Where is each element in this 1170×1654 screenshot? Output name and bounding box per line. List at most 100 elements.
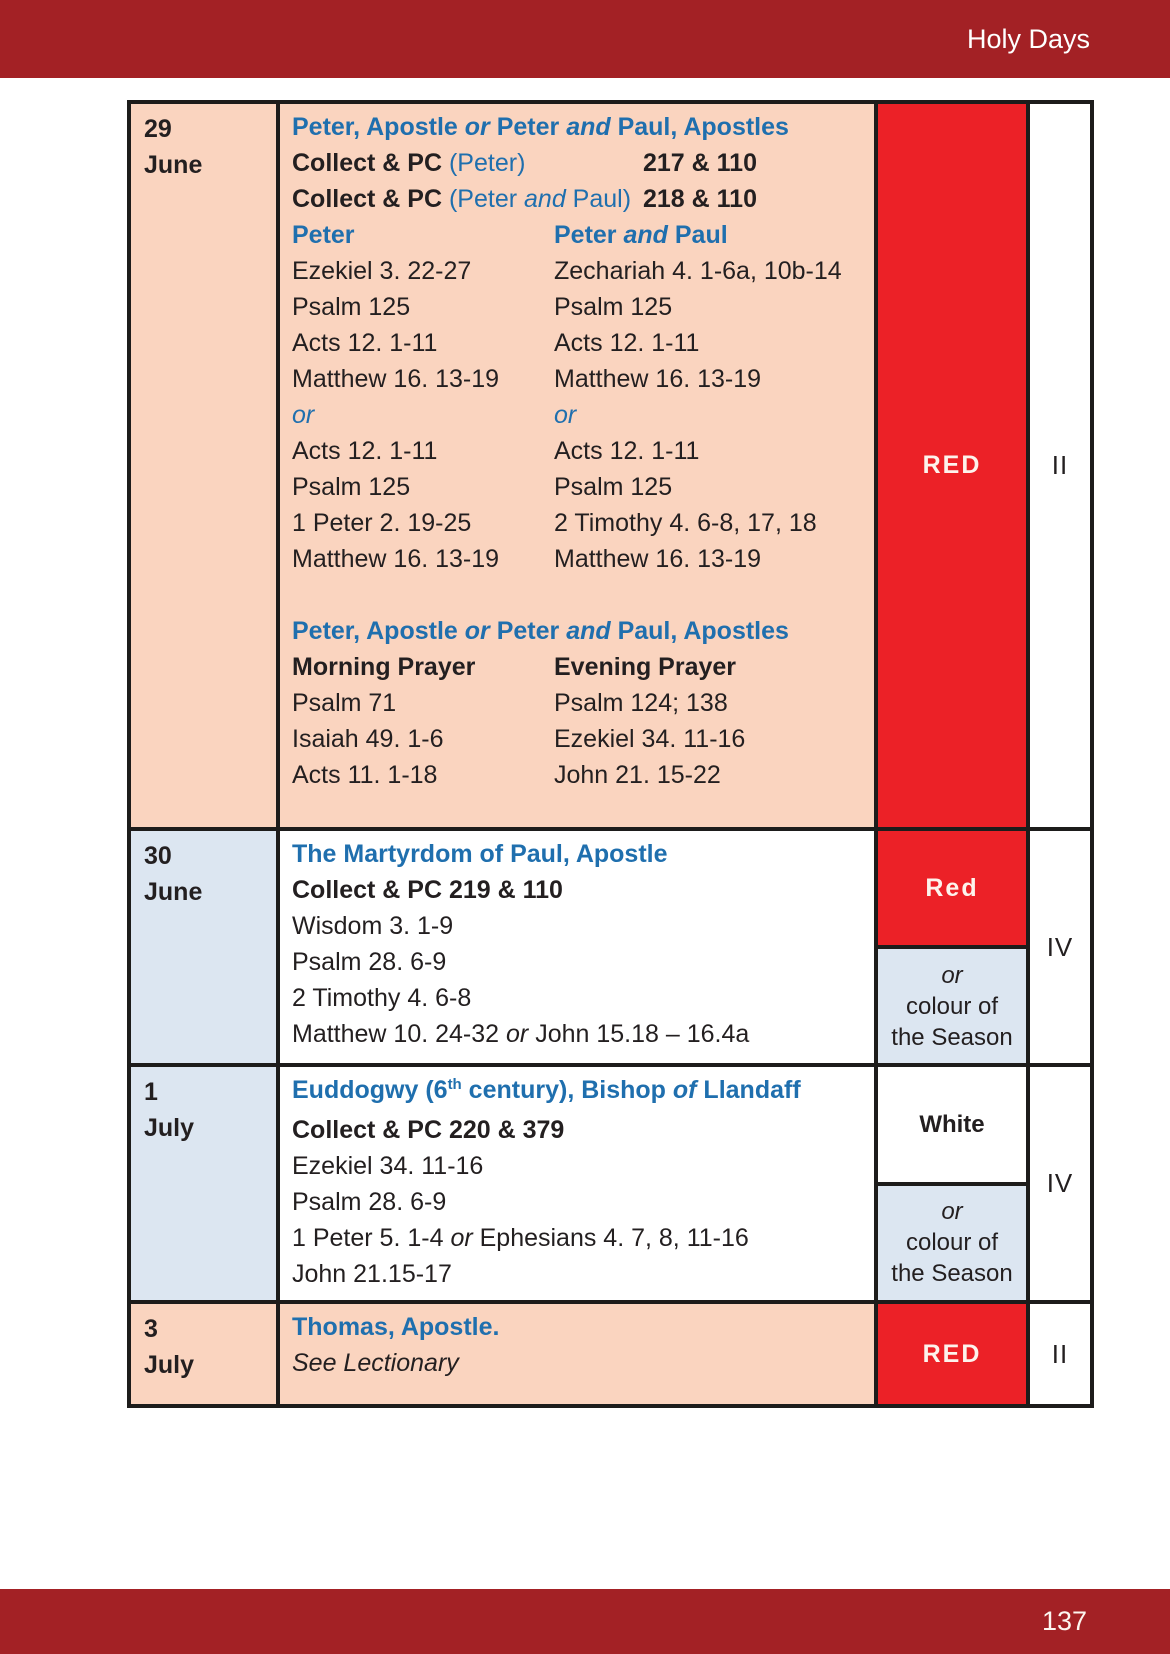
footer-bar: 137 <box>0 1589 1170 1654</box>
date-day: 1 <box>144 1078 158 1106</box>
lectionary-class: IV <box>1046 1168 1074 1198</box>
text-segment: 217 & 110 <box>643 149 757 177</box>
text-segment: and <box>524 185 566 213</box>
text-segment: RED <box>922 1339 982 1368</box>
text-segment: Acts 12. 1-11 <box>292 329 438 357</box>
text-segment: colour of <box>905 1229 999 1257</box>
date-day: 3 <box>144 1315 158 1343</box>
colour-line: RED <box>923 450 982 481</box>
reading-column-right: Acts 12. 1-11 <box>554 433 874 469</box>
text-segment: Psalm 124; 138 <box>554 689 728 717</box>
text-segment: Peter <box>292 221 355 249</box>
reading-column-right: Psalm 125 <box>554 469 874 505</box>
colour-box: RED <box>878 104 1026 827</box>
text-segment: colour of <box>905 992 999 1020</box>
content-line: Psalm 28. 6-9 <box>292 1184 874 1220</box>
reading-column-right: 217 & 110 <box>643 145 874 181</box>
text-segment: or <box>506 1020 529 1048</box>
text-segment: Acts 12. 1-11 <box>554 329 700 357</box>
text-segment: Isaiah 49. 1-6 <box>292 725 444 753</box>
text-segment: 1 Peter 2. 19-25 <box>292 509 472 537</box>
reading-column-right: Zechariah 4. 1-6a, 10b-14 <box>554 253 874 289</box>
text-segment: or <box>464 617 490 645</box>
content-line: Peter, Apostle or Peter and Paul, Apostl… <box>292 613 874 649</box>
reading-column-left: Ezekiel 3. 22-27 <box>292 253 554 289</box>
content-line: Isaiah 49. 1-6 Ezekiel 34. 11-16 <box>292 721 874 757</box>
text-segment: RED <box>922 451 982 479</box>
text-segment: th <box>447 1076 462 1093</box>
content-line: Thomas, Apostle. <box>292 1309 874 1345</box>
text-segment: 2 Timothy 4. 6-8, 17, 18 <box>554 509 817 537</box>
text-segment: Collect & PC 220 & 379 <box>292 1116 565 1144</box>
text-segment: Acts 12. 1-11 <box>554 437 700 465</box>
table-row: 29 June Peter, Apostle or Peter and Paul, … <box>131 104 1090 827</box>
text-segment: Wisdom 3. 1-9 <box>292 912 454 940</box>
content-line: Morning Prayer Evening Prayer <box>292 649 874 685</box>
colour-line: or <box>941 960 962 991</box>
text-segment: Matthew 10. 24-32 <box>292 1020 507 1048</box>
readings-cell: Peter, Apostle or Peter and Paul, Apostl… <box>280 104 874 827</box>
colour-line: colour of <box>906 991 998 1022</box>
text-segment: Peter <box>554 221 624 249</box>
text-segment: Ezekiel 3. 22-27 <box>292 257 472 285</box>
text-segment: and <box>623 221 668 249</box>
text-segment: Paul, Apostles <box>610 617 789 645</box>
text-segment: and <box>566 617 611 645</box>
reading-column-right: or <box>554 397 874 433</box>
colour-line: the Season <box>891 1022 1012 1053</box>
text-segment: century), Bishop <box>461 1076 673 1104</box>
reading-column-right: Matthew 16. 13-19 <box>554 541 874 577</box>
text-segment: or <box>941 1198 963 1226</box>
content-line: Collect & PC 220 & 379 <box>292 1112 874 1148</box>
date-month: July <box>144 1114 195 1142</box>
text-segment: Euddogwy (6 <box>292 1076 448 1104</box>
content-line: Psalm 125 Psalm 125 <box>292 469 874 505</box>
reading-column-left: Isaiah 49. 1-6 <box>292 721 554 757</box>
reading-column-left: Psalm 71 <box>292 685 554 721</box>
text-segment: 2 Timothy 4. 6-8 <box>292 984 472 1012</box>
readings-cell: The Martyrdom of Paul, Apostle Collect & … <box>280 831 874 1063</box>
text-segment: Matthew 16. 13-19 <box>292 545 500 573</box>
content-line: Acts 12. 1-11 Acts 12. 1-11 <box>292 325 874 361</box>
content-line <box>292 577 874 613</box>
lectionary-class: IV <box>1046 931 1074 962</box>
date-month: June <box>144 878 203 906</box>
text-segment: Paul <box>667 221 728 249</box>
text-segment: and <box>566 113 611 141</box>
liturgical-colour-cell: Red or colour of the Season <box>878 831 1026 1063</box>
content-line: Acts 11. 1-18 John 21. 15-22 <box>292 757 874 793</box>
text-segment: Llandaff <box>696 1076 801 1104</box>
lectionary-class-cell: II <box>1030 1304 1090 1404</box>
content-line: Ezekiel 3. 22-27 Zechariah 4. 1-6a, 10b-1… <box>292 253 874 289</box>
holy-days-table: 29 June Peter, Apostle or Peter and Paul, … <box>127 100 1094 1408</box>
text-segment: Psalm 28. 6-9 <box>292 1188 447 1216</box>
text-segment: (Peter <box>448 185 525 213</box>
colour-box: or colour of the Season <box>878 949 1026 1063</box>
colour-line: RED <box>923 1339 982 1370</box>
text-segment: White <box>919 1110 985 1138</box>
reading-column-right: Evening Prayer <box>554 649 874 685</box>
date-day: 30 <box>144 842 172 870</box>
text-segment: or <box>292 401 315 429</box>
text-segment: Collect & PC <box>292 149 449 177</box>
content-line: Euddogwy (6th century), Bishop of Llanda… <box>292 1072 874 1112</box>
reading-column-left: Matthew 16. 13-19 <box>292 361 554 397</box>
text-segment: the Season <box>891 1023 1013 1051</box>
readings-cell: Thomas, Apostle. See Lectionary <box>280 1304 874 1404</box>
text-segment: Thomas, Apostle. <box>292 1313 500 1341</box>
text-segment: Matthew 16. 13-19 <box>554 365 762 393</box>
text-segment: Peter, Apostle <box>292 617 465 645</box>
text-segment: Psalm 125 <box>292 293 411 321</box>
date-month: June <box>144 151 203 179</box>
reading-column-left: Collect & PC (Peter) <box>292 145 643 181</box>
content-line: Wisdom 3. 1-9 <box>292 908 874 944</box>
text-segment: Peter, Apostle <box>292 113 465 141</box>
text-segment: Psalm 125 <box>292 473 411 501</box>
text-segment: or <box>941 961 963 989</box>
content-line: The Martyrdom of Paul, Apostle <box>292 836 874 872</box>
reading-column-left: Collect & PC (Peter and Paul) <box>292 181 643 217</box>
header-bar: Holy Days <box>0 0 1170 78</box>
text-segment: or <box>554 401 577 429</box>
text-segment: (Peter) <box>448 149 526 177</box>
table-row: 1 July Euddogwy (6th century), Bishop of L… <box>131 1067 1090 1300</box>
